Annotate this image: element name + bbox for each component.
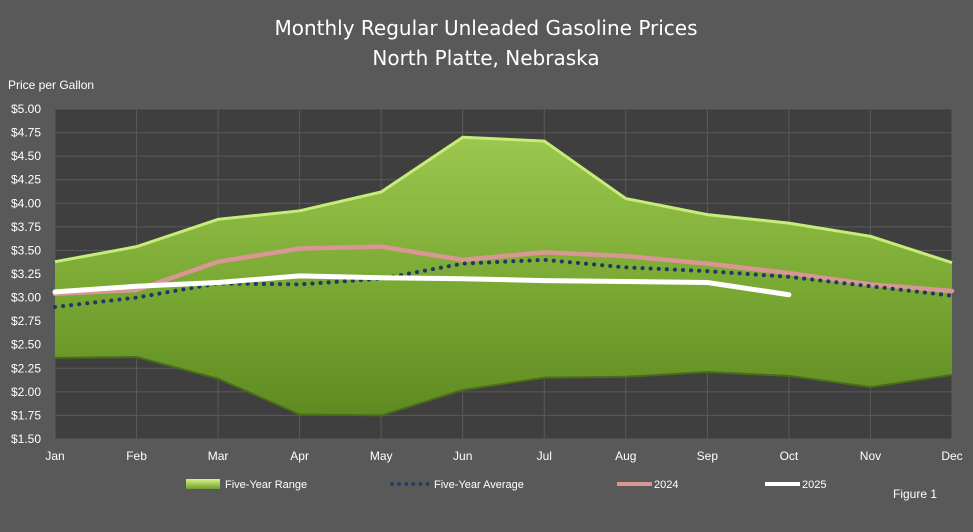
series-line-five-year-average bbox=[53, 257, 954, 309]
chart-title: Monthly Regular Unleaded Gasoline Prices bbox=[274, 16, 697, 40]
y-tick-label: $2.75 bbox=[11, 314, 41, 328]
x-tick-label: Feb bbox=[126, 449, 147, 463]
series-lines bbox=[52, 244, 955, 309]
x-tick-label: May bbox=[370, 449, 393, 463]
x-tick-label: Aug bbox=[615, 449, 636, 463]
y-tick-label: $5.00 bbox=[11, 102, 41, 116]
y-tick-label: $3.50 bbox=[11, 243, 41, 257]
legend-label-average: Five-Year Average bbox=[434, 479, 524, 491]
x-tick-label: Jan bbox=[45, 449, 64, 463]
legend-label-2024: 2024 bbox=[654, 479, 678, 491]
series-line-2024 bbox=[52, 244, 955, 297]
legend-label-2025: 2025 bbox=[802, 479, 826, 491]
legend-swatch-range bbox=[186, 479, 220, 489]
y-tick-label: $1.50 bbox=[11, 432, 41, 446]
y-tick-label: $3.25 bbox=[11, 267, 41, 281]
legend: Five-Year Range Five-Year Average 2024 2… bbox=[186, 479, 826, 491]
x-tick-label: Apr bbox=[290, 449, 309, 463]
figure-label: Figure 1 bbox=[893, 487, 937, 501]
x-tick-labels: Jan Feb Mar Apr May Jun Jul Aug Sep Oct Nov Dec bbox=[45, 449, 962, 463]
range-low-edge bbox=[54, 355, 953, 417]
x-tick-label: Mar bbox=[208, 449, 229, 463]
y-tick-label: $2.00 bbox=[11, 385, 41, 399]
x-tick-label: Jul bbox=[537, 449, 552, 463]
x-tick-label: Jun bbox=[453, 449, 472, 463]
x-tick-label: Sep bbox=[697, 449, 719, 463]
y-tick-labels: $1.50 $1.75 $2.00 $2.25 $2.50 $2.75 $3.00 $3.25… bbox=[11, 102, 41, 446]
y-tick-label: $4.25 bbox=[11, 173, 41, 187]
y-tick-label: $1.75 bbox=[11, 408, 41, 422]
series-line-2025 bbox=[52, 273, 792, 298]
chart-subtitle: North Platte, Nebraska bbox=[372, 46, 599, 70]
y-tick-label: $3.75 bbox=[11, 220, 41, 234]
y-tick-label: $4.75 bbox=[11, 126, 41, 140]
x-tick-label: Dec bbox=[941, 449, 962, 463]
y-tick-label: $4.50 bbox=[11, 149, 41, 163]
five-year-range-area bbox=[54, 135, 953, 417]
range-high-edge bbox=[54, 135, 953, 265]
x-tick-label: Oct bbox=[780, 449, 799, 463]
x-tick-label: Nov bbox=[860, 449, 881, 463]
range-fill bbox=[55, 137, 952, 416]
y-axis-label: Price per Gallon bbox=[8, 78, 94, 92]
y-tick-label: $3.00 bbox=[11, 291, 41, 305]
y-tick-label: $4.00 bbox=[11, 196, 41, 210]
y-tick-label: $2.25 bbox=[11, 361, 41, 375]
legend-label-range: Five-Year Range bbox=[225, 479, 307, 491]
y-tick-label: $2.50 bbox=[11, 338, 41, 352]
